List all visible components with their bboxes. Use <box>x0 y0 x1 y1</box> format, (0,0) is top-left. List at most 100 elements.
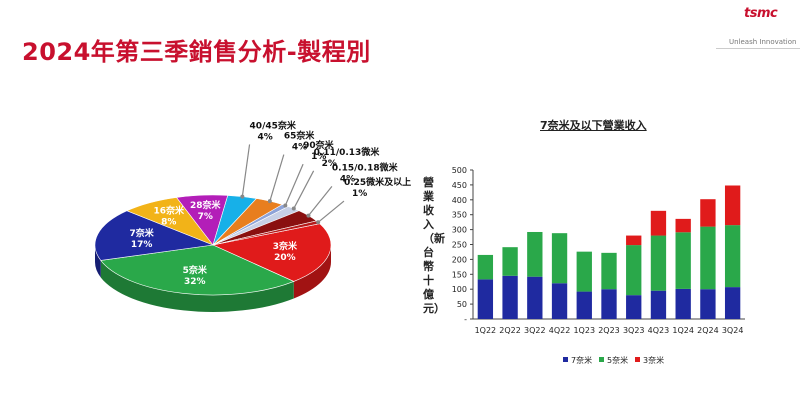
x-tick-label: 2Q22 <box>499 326 521 335</box>
x-tick-label: 4Q23 <box>648 326 670 335</box>
bar-segment <box>502 247 518 276</box>
legend-swatch <box>635 357 640 362</box>
x-tick-label: 2Q24 <box>697 326 719 335</box>
pie-slice-label: 90奈米 <box>303 139 335 151</box>
bar-segment <box>477 254 494 280</box>
y-tick-label: 450 <box>452 181 467 190</box>
pie-leader-dot <box>316 220 321 225</box>
pie-slice <box>212 223 332 282</box>
pie-leader-line <box>307 185 333 216</box>
bar-segment <box>675 232 691 289</box>
x-tick-label: 2Q23 <box>598 326 620 335</box>
x-tick-label: 1Q22 <box>475 326 497 335</box>
header-divider <box>716 48 800 49</box>
y-tick-label: 250 <box>452 241 467 250</box>
pie-slice-value: 4% <box>292 143 307 153</box>
bar-segment <box>700 226 716 290</box>
pie-slice-label: 7奈米 <box>129 227 154 239</box>
pie-slice-label: 0.15/0.18微米 <box>332 161 399 173</box>
x-tick-label: 3Q22 <box>524 326 546 335</box>
pie-leader-dot <box>291 206 296 211</box>
legend-label: 7奈米 <box>571 355 592 365</box>
bar-chart-title: 7奈米及以下營業收入 <box>540 119 647 132</box>
pie-slice <box>94 210 215 261</box>
pie-slice-value: 4% <box>340 174 355 184</box>
pie-leader-line <box>284 163 304 206</box>
pie-slice-label: 65奈米 <box>284 130 316 142</box>
pie-slice-label: 0.25微米及以上 <box>344 176 411 188</box>
pie-slice-side <box>100 260 294 312</box>
pie-leader-dot <box>240 194 245 199</box>
page-title: 2024年第三季銷售分析-製程別 <box>22 38 371 66</box>
pie-slice-label: 0.11/0.13微米 <box>314 146 381 158</box>
x-tick-label: 1Q23 <box>573 326 595 335</box>
y-tick-label: 300 <box>452 226 467 235</box>
bar-segment <box>601 252 617 290</box>
pie-leader-dot <box>267 199 272 204</box>
bar-segment <box>551 283 568 319</box>
company-tagline: Unleash Innovation <box>729 38 797 46</box>
bar-segment <box>724 185 741 226</box>
bar-segment <box>576 251 592 292</box>
x-tick-label: 1Q24 <box>672 326 694 335</box>
pie-slice-label: 28奈米 <box>190 199 222 211</box>
legend-label: 3奈米 <box>643 355 664 365</box>
pie-slice-side <box>293 245 331 299</box>
bar-segment <box>675 218 691 233</box>
pie-slice-value: 2% <box>322 159 337 169</box>
pie-slice-label: 16奈米 <box>153 204 185 216</box>
bar-segment <box>626 245 642 296</box>
pie-leader-line <box>269 154 285 202</box>
pie-leader-line <box>317 200 345 223</box>
bar-chart-y-axis-title: 營業收入（新台幣十億元） <box>423 176 445 315</box>
pie-leader-dot <box>306 213 311 218</box>
y-tick-label: 100 <box>452 285 467 294</box>
y-tick-label: - <box>464 315 467 324</box>
bar-segment <box>650 210 667 236</box>
pie-slice-value: 17% <box>131 240 153 250</box>
pie-slice-value: 4% <box>258 132 273 142</box>
bar-segment <box>724 225 741 288</box>
bar-segment <box>626 295 642 319</box>
pie-slice-value: 7% <box>198 212 213 222</box>
bar-segment <box>650 235 667 291</box>
pie-slice-value: 1% <box>311 152 326 162</box>
pie-slice-value: 20% <box>274 253 296 263</box>
pie-slice <box>100 244 295 296</box>
legend-swatch <box>599 357 604 362</box>
company-logo: tsmc <box>744 6 778 21</box>
legend-label: 5奈米 <box>607 355 628 365</box>
legend-swatch <box>563 357 568 362</box>
bar-segment <box>700 289 716 319</box>
bar-segment <box>477 279 494 319</box>
bar-segment <box>601 289 617 319</box>
bar-segment <box>527 276 543 319</box>
pie-leader-line <box>241 144 251 197</box>
pie-slice-value: 8% <box>161 217 176 227</box>
pie-slice-label: 5奈米 <box>183 264 208 276</box>
bar-segment <box>675 288 691 319</box>
x-tick-label: 4Q22 <box>549 326 571 335</box>
pie-leader-line <box>293 170 315 209</box>
y-tick-label: 500 <box>452 166 467 175</box>
y-tick-label: 50 <box>457 300 467 309</box>
bar-segment <box>576 291 592 319</box>
pie-slice-value: 32% <box>184 277 206 287</box>
y-tick-label: 350 <box>452 211 467 220</box>
y-tick-label: 200 <box>452 255 467 264</box>
y-tick-label: 150 <box>452 270 467 279</box>
pie-leader-dot <box>283 203 288 208</box>
bar-segment <box>527 231 543 277</box>
bar-segment <box>700 199 716 227</box>
bar-segment <box>626 235 642 246</box>
y-tick-label: 400 <box>452 196 467 205</box>
bar-segment <box>551 233 568 284</box>
bar-segment <box>724 287 741 319</box>
pie-slice-label: 40/45奈米 <box>250 119 297 131</box>
bar-segment <box>502 275 518 319</box>
x-tick-label: 3Q23 <box>623 326 645 335</box>
x-tick-label: 3Q24 <box>722 326 744 335</box>
pie-slice-label: 3奈米 <box>273 240 298 252</box>
